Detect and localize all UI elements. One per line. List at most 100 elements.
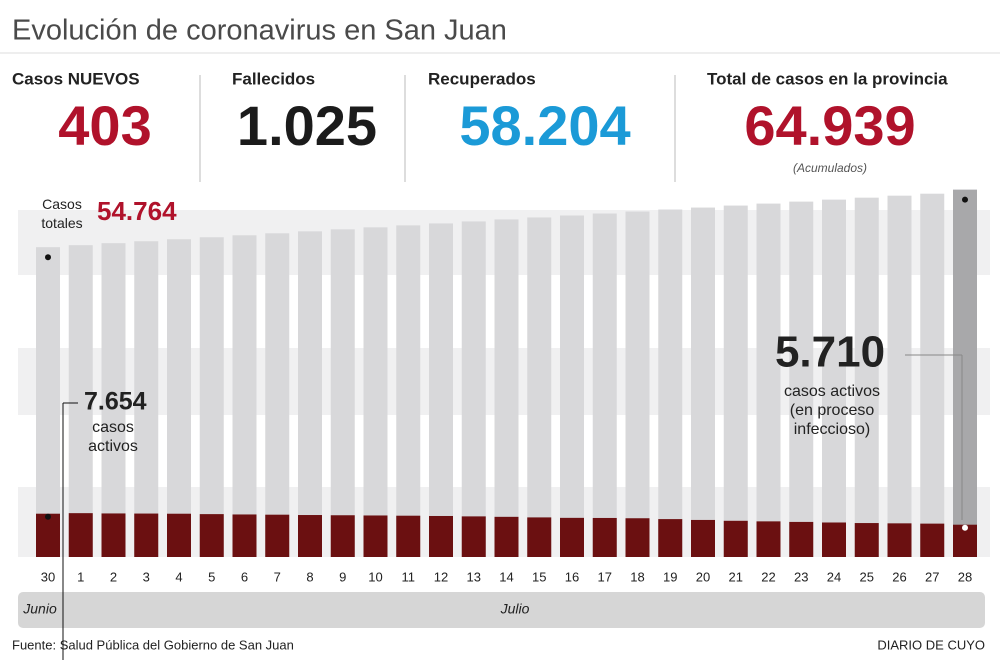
total-bar	[36, 247, 60, 557]
total-bar	[887, 195, 912, 557]
total-bar	[429, 223, 453, 557]
total-bar	[920, 193, 945, 557]
active-bar	[101, 513, 126, 557]
active-bar	[592, 517, 617, 557]
total-bar	[167, 239, 191, 557]
total-bar	[330, 229, 355, 557]
marker	[962, 196, 968, 203]
active-bar	[822, 522, 846, 557]
x-tick-label: 30	[41, 569, 55, 584]
active-bar	[167, 513, 191, 557]
active-bar	[68, 513, 93, 557]
month-label: Julio	[500, 601, 530, 617]
x-tick-label: 17	[598, 569, 612, 584]
marker	[962, 524, 968, 531]
x-tick-label: 6	[241, 569, 248, 584]
series-name: casos activos	[88, 419, 138, 455]
x-tick-label: 16	[565, 569, 579, 584]
x-tick-label: 4	[175, 569, 182, 584]
active-bar	[560, 517, 584, 557]
active-bar	[429, 515, 453, 557]
series-name: Casos totales	[41, 196, 82, 231]
x-tick-label: 2	[110, 569, 117, 584]
active-bar	[265, 514, 290, 557]
marker	[45, 254, 51, 261]
month-label: Junio	[22, 601, 57, 617]
total-bar	[298, 231, 322, 557]
active-bar	[887, 523, 912, 557]
note: (en proceso	[790, 402, 875, 419]
total-bar	[691, 207, 715, 557]
x-tick-label: 21	[729, 569, 743, 584]
marker	[45, 513, 51, 520]
active-bar	[36, 513, 60, 557]
note: infeccioso)	[794, 421, 870, 438]
x-tick-label: 11	[402, 569, 416, 584]
x-tick-label: 25	[860, 569, 874, 584]
active-bar	[494, 516, 519, 557]
active-bar	[461, 516, 486, 557]
value-label: 5.710	[775, 328, 885, 377]
total-bar	[199, 237, 224, 557]
stat-label: Casos NUEVOS	[12, 69, 140, 88]
x-tick-label: 13	[467, 569, 481, 584]
total-bar	[265, 233, 290, 557]
active-bar	[396, 515, 421, 557]
total-bar	[789, 201, 814, 557]
month-band	[18, 592, 985, 628]
total-bar	[822, 199, 846, 557]
note: casos activos	[784, 383, 880, 400]
active-bar	[854, 523, 879, 557]
active-bar	[199, 514, 224, 557]
total-bar	[592, 213, 617, 557]
total-bar	[494, 219, 519, 557]
total-bar	[854, 197, 879, 558]
x-tick-label: 15	[532, 569, 546, 584]
active-bar	[527, 517, 552, 557]
x-tick-label: 3	[143, 569, 150, 584]
x-tick-label: 20	[696, 569, 710, 584]
active-bar	[691, 519, 715, 557]
stat-label: Recuperados	[428, 69, 536, 88]
stat-value: 1.025	[237, 94, 377, 157]
x-tick-label: 19	[663, 569, 677, 584]
total-bar	[363, 227, 388, 558]
stat-value: 64.939	[744, 94, 915, 157]
active-bar	[625, 518, 650, 557]
x-tick-label: 8	[306, 569, 313, 584]
x-tick-label: 1	[77, 569, 84, 584]
stat-label: Fallecidos	[232, 69, 315, 88]
stat-value: 403	[58, 94, 151, 157]
value-label: 7.654	[84, 388, 147, 416]
active-bar	[723, 520, 748, 557]
x-tick-label: 24	[827, 569, 841, 584]
active-bar	[330, 515, 355, 557]
x-tick-label: 27	[925, 569, 939, 584]
total-bar	[560, 215, 584, 558]
stat-note: (Acumulados)	[793, 161, 867, 175]
stat-label: Total de casos en la provincia	[707, 69, 948, 88]
total-bar	[134, 241, 159, 557]
stat-value: 58.204	[459, 94, 630, 157]
active-bar	[298, 515, 322, 557]
x-tick-label: 10	[368, 569, 382, 584]
x-tick-label: 5	[208, 569, 215, 584]
active-bar	[134, 513, 159, 557]
title: Evolución de coronavirus en San Juan	[12, 15, 507, 47]
active-bar	[658, 519, 683, 557]
total-bar	[461, 221, 486, 558]
credit: DIARIO DE CUYO	[877, 637, 985, 652]
value-label: 54.764	[97, 196, 177, 226]
total-bar	[396, 225, 421, 557]
total-bar	[658, 209, 683, 558]
total-bar	[756, 203, 781, 558]
x-tick-label: 9	[339, 569, 346, 584]
active-bar	[920, 523, 945, 557]
active-bar	[363, 515, 388, 557]
total-bar	[527, 217, 552, 557]
x-tick-label: 28	[958, 569, 972, 584]
source: Fuente: Salud Pública del Gobierno de Sa…	[12, 637, 294, 652]
x-tick-label: 12	[434, 569, 448, 584]
total-bar	[101, 243, 126, 557]
